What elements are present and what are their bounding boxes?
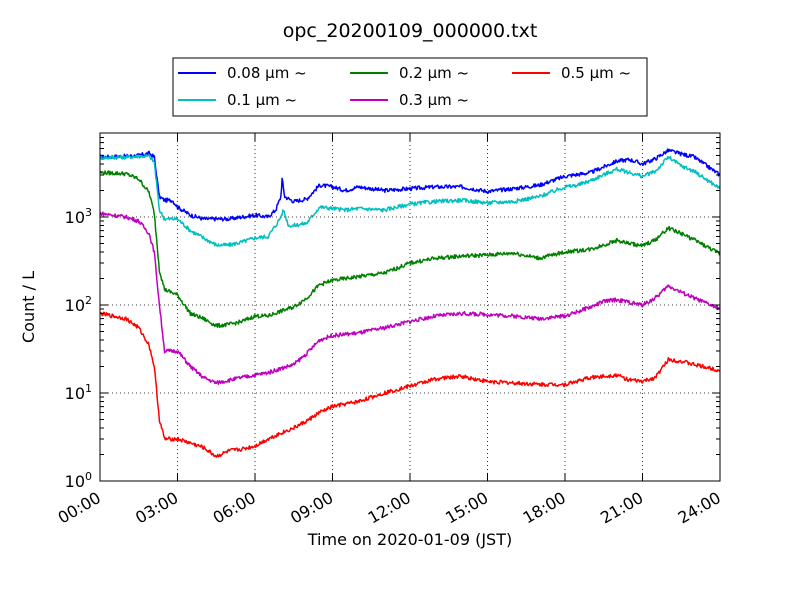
series-line [99,170,721,329]
series-line [99,148,721,222]
legend-label: 0.5 μm ~ [561,64,631,82]
legend-label: 0.2 μm ~ [399,64,469,82]
series-group [99,148,721,458]
x-tick-label: 24:00 [675,488,724,528]
series-line [99,154,721,248]
x-tick-label: 03:00 [132,488,181,528]
legend-label: 0.3 μm ~ [399,91,469,109]
x-tick-label: 15:00 [442,488,491,528]
x-axis-label: Time on 2020-01-09 (JST) [307,530,512,549]
legend: 0.08 μm ~ 0.1 μm ~ 0.2 μm ~ 0.3 μm ~ 0.5 μm … [172,57,648,117]
x-tick-label: 06:00 [210,488,259,528]
legend-label: 0.1 μm ~ [227,91,297,109]
x-tick-label: 12:00 [365,488,414,528]
series-line [99,311,721,458]
ticks [99,132,721,482]
y-tick-label: 101 [65,382,92,403]
x-tick-label: 09:00 [287,488,336,528]
legend-frame [172,57,648,117]
y-tick-label: 102 [65,294,92,315]
y-tick-labels: 100 101 102 103 [65,206,92,491]
legend-label: 0.08 μm ~ [227,64,307,82]
y-tick-label: 100 [65,470,92,491]
x-tick-label: 18:00 [520,488,569,528]
y-axis-label: Count / L [19,271,38,343]
chart-title: opc_20200109_000000.txt [283,20,538,42]
series-line [99,211,721,385]
grid [100,133,720,481]
y-tick-label: 103 [65,206,92,227]
x-tick-label: 21:00 [597,488,646,528]
x-tick-labels: 00:00 03:00 06:00 09:00 12:00 15:00 18:00 21:00… [55,488,724,528]
x-tick-label: 00:00 [55,488,104,528]
